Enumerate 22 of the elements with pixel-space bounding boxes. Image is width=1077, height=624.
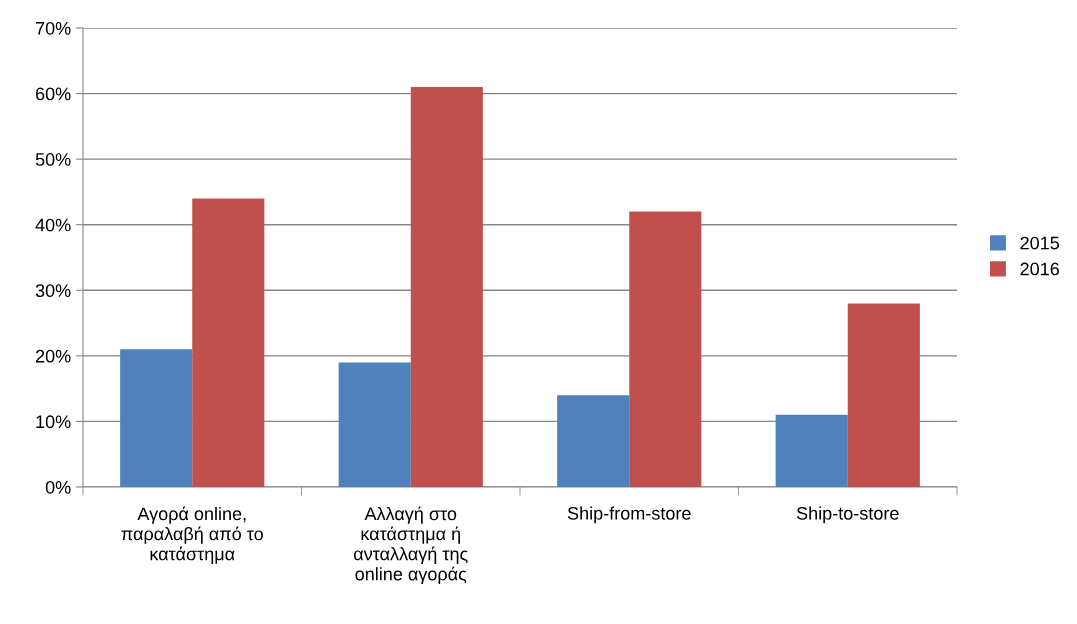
y-tick-label: 10% [36,415,71,429]
bar [410,87,483,487]
y-tick-label: 0% [45,480,71,494]
x-tick-label: Ship-from-store [567,506,691,524]
x-tick-label: Αγορά online, παραλαβή από το κατάστημα [121,506,263,564]
y-tick-label: 60% [35,87,71,101]
y-tick-label: 20% [35,349,71,363]
legend-label: 2016 [1020,262,1059,276]
y-tick-label: 70% [35,21,71,35]
bar [847,303,920,487]
bar [629,211,702,487]
x-tick-label: Ship-to-store [796,506,899,524]
legend-label: 2015 [1020,236,1060,250]
y-tick-label: 40% [35,218,71,232]
bar [775,414,848,487]
bar [557,395,630,487]
x-tick-label: Αλλαγή στο κατάστημα ή ανταλλαγή της online αγοράς [354,506,468,584]
y-tick-label: 50% [35,153,71,166]
bar [120,349,193,487]
bar [338,362,411,487]
y-tick-label: 30% [35,284,71,298]
bar [192,198,265,487]
